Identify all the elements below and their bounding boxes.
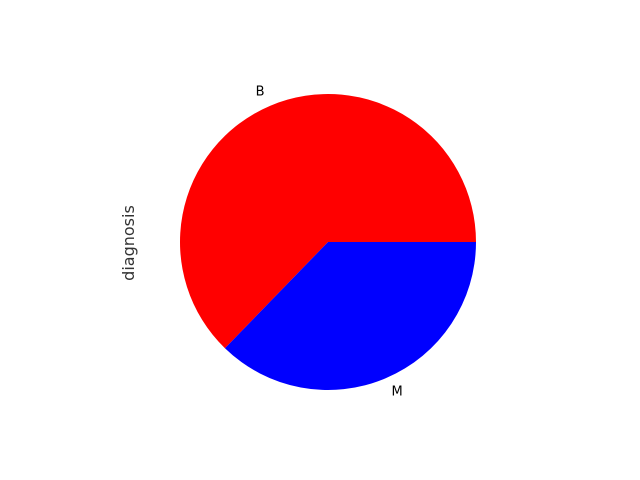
slice-label-m: M xyxy=(391,384,402,399)
slice-labels: BM xyxy=(256,85,403,400)
slice-label-b: B xyxy=(256,85,265,100)
pie-slice-m xyxy=(224,242,476,391)
pie-slices xyxy=(180,94,476,391)
pie-slice-b xyxy=(180,94,476,349)
y-axis-label: diagnosis xyxy=(119,205,138,281)
